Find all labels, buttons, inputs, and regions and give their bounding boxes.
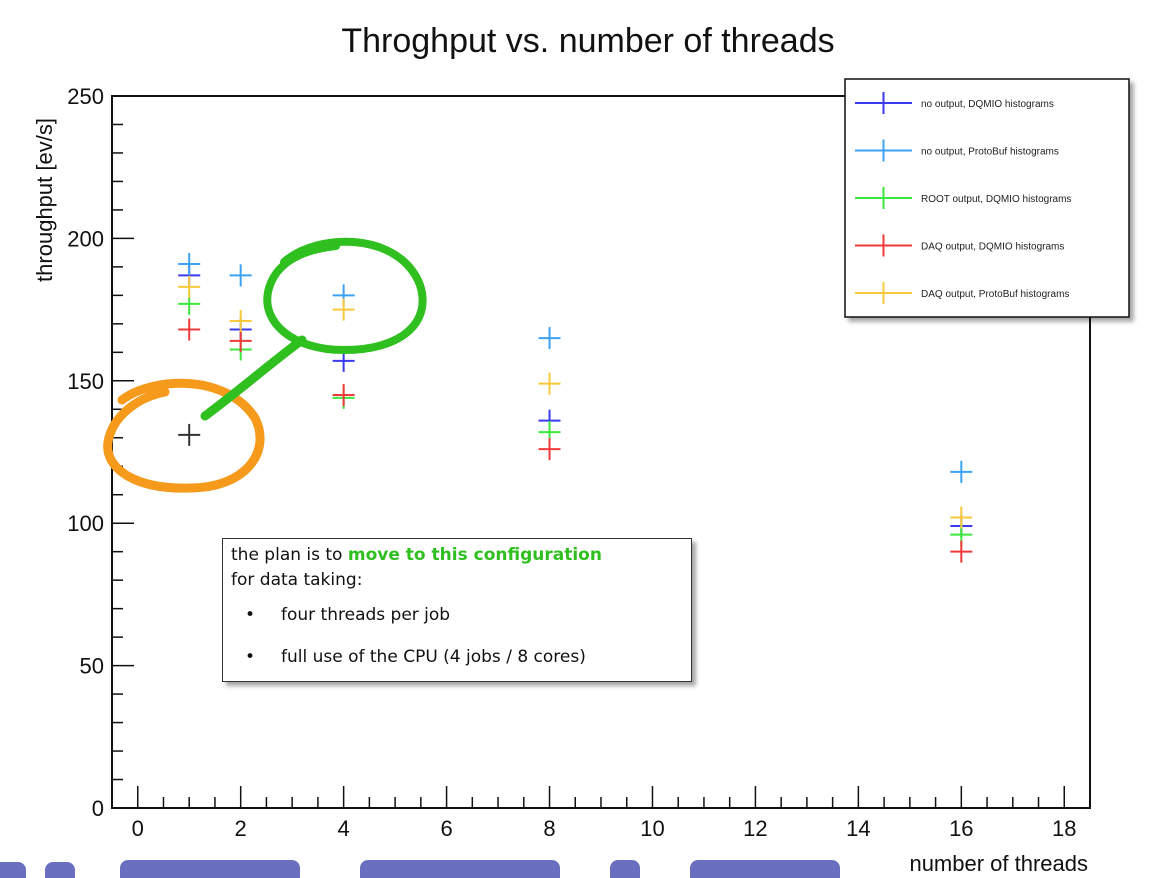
y-axis-label: throughput [ev/s]	[32, 118, 57, 282]
x-tick-label: 8	[543, 816, 555, 841]
data-point-reference	[178, 423, 201, 446]
y-tick-label: 0	[92, 796, 104, 821]
note-bullet-1: four threads per job	[241, 605, 683, 625]
x-tick-label: 6	[440, 816, 452, 841]
annotation-note: the plan is to move to this configuratio…	[222, 538, 692, 682]
y-tick-label: 150	[67, 369, 104, 394]
note-bullet-2: full use of the CPU (4 jobs / 8 cores)	[241, 647, 683, 667]
chart-title: Throghput vs. number of threads	[341, 22, 834, 60]
cropped-text-fragment	[610, 860, 640, 878]
legend-item: no output, DQMIO histograms	[855, 92, 1054, 114]
legend-label: ROOT output, DQMIO histograms	[921, 194, 1071, 205]
x-tick-label: 10	[640, 816, 664, 841]
x-tick-label: 16	[949, 816, 973, 841]
data-point-series-4	[538, 438, 561, 461]
data-point-series-5	[538, 372, 561, 395]
data-point-series-2	[538, 327, 561, 350]
data-point-series-5	[950, 506, 973, 529]
x-tick-label: 14	[846, 816, 870, 841]
data-point-series-4	[229, 329, 252, 352]
data-point-series-2	[950, 460, 973, 483]
y-tick-label: 200	[67, 226, 104, 251]
cropped-text-fragment	[120, 860, 300, 878]
x-tick-label: 2	[235, 816, 247, 841]
orange-annotation-circle	[103, 378, 265, 493]
legend-item: ROOT output, DQMIO histograms	[855, 187, 1071, 209]
legend-label: no output, DQMIO histograms	[921, 99, 1054, 110]
legend-label: no output, ProtoBuf histograms	[921, 147, 1059, 158]
legend-label: DAQ output, DQMIO histograms	[921, 242, 1064, 253]
legend-item: DAQ output, DQMIO histograms	[855, 234, 1064, 257]
legend-item: DAQ output, ProtoBuf histograms	[855, 282, 1069, 304]
note-highlight: move to this configuration	[347, 545, 602, 565]
y-tick-label: 50	[80, 654, 104, 679]
cropped-text-fragment	[0, 862, 26, 878]
cropped-text-fragment	[690, 860, 840, 878]
data-point-series-2	[229, 264, 252, 287]
cropped-text-fragment	[360, 860, 560, 878]
legend-label: DAQ output, ProtoBuf histograms	[921, 289, 1069, 300]
note-line-1: the plan is to move to this configuratio…	[231, 543, 683, 568]
y-tick-label: 250	[67, 84, 104, 109]
x-axis-label: number of threads	[909, 851, 1088, 876]
cropped-slide-text	[0, 860, 840, 878]
legend-item: no output, ProtoBuf histograms	[855, 139, 1059, 162]
legend: no output, DQMIO histograms no output, Pr…	[844, 78, 1130, 318]
y-axis: 0 50 100 150 200 250	[67, 84, 134, 821]
green-annotation-circle	[263, 237, 427, 354]
note-line-2: for data taking:	[231, 570, 363, 590]
x-tick-label: 12	[743, 816, 767, 841]
x-axis: 0 2 4 6 8 10 12 14 16 18	[132, 786, 1091, 841]
legend-items: no output, DQMIO histograms no output, Pr…	[855, 92, 1071, 304]
x-tick-label: 4	[338, 816, 350, 841]
data-point-series-4	[178, 318, 201, 341]
cropped-text-fragment	[45, 862, 75, 878]
note-bullets: four threads per job full use of the CPU…	[231, 605, 683, 667]
note-line-1-prefix: the plan is to	[231, 545, 348, 565]
data-point-series-4	[950, 540, 973, 563]
y-tick-label: 100	[67, 511, 104, 536]
data-point-series-4	[332, 384, 355, 407]
data-point-series-2	[178, 253, 201, 276]
data-point-series-5	[332, 298, 355, 321]
green-annotation-arrow	[200, 335, 307, 421]
data-point-series-5	[229, 309, 252, 332]
x-tick-label: 0	[132, 816, 144, 841]
x-tick-label: 18	[1052, 816, 1076, 841]
data-point-series-5	[178, 275, 201, 298]
data-points	[178, 253, 973, 563]
